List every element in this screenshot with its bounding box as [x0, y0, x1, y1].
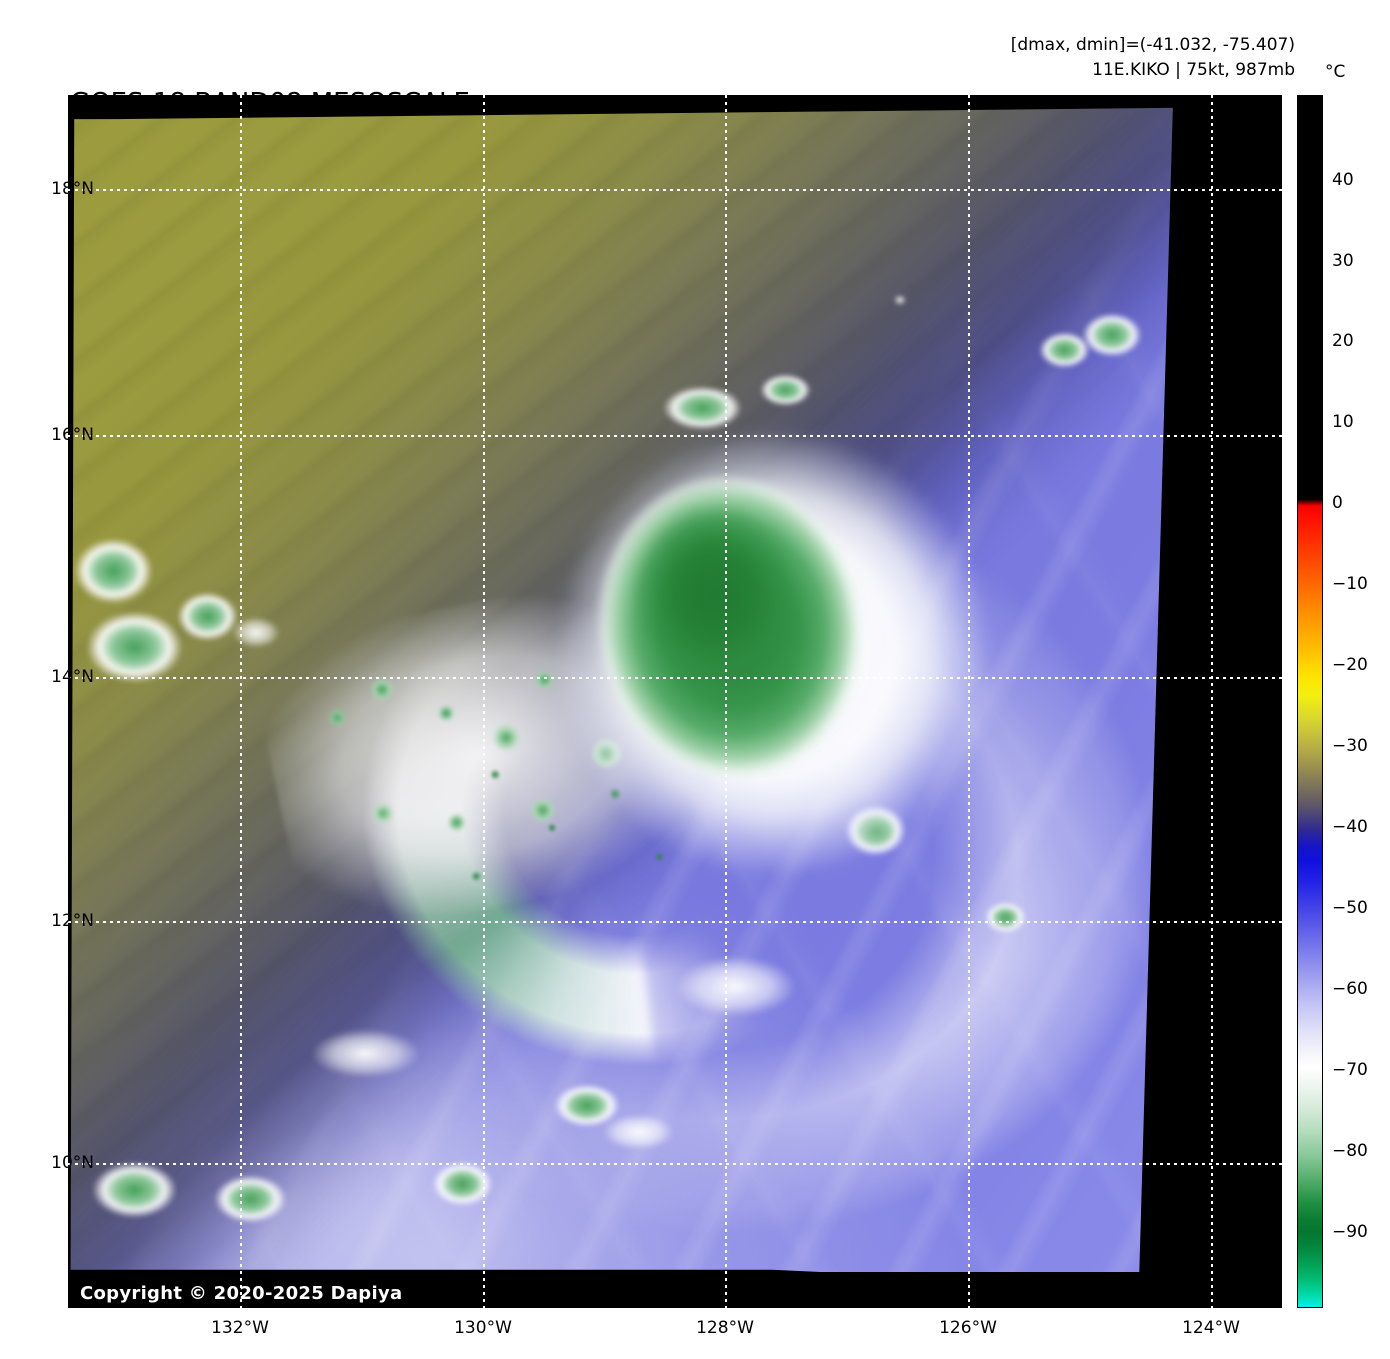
convective-blob — [74, 537, 153, 605]
storm-intensity-readout: 11E.KIKO | 75kt, 987mb — [1092, 60, 1295, 80]
colorbar-tick-m20: −20 — [1332, 655, 1368, 675]
ytick-label-16N: 16°N — [51, 425, 94, 445]
convective-blob — [1039, 331, 1091, 368]
colorbar-tick-40: 40 — [1332, 170, 1354, 190]
colorbar-tick-30: 30 — [1332, 251, 1354, 271]
colorbar-tick-0: 0 — [1332, 493, 1343, 513]
convective-blob — [231, 616, 281, 649]
convective-blob — [675, 956, 797, 1017]
colorbar-tick-10: 10 — [1332, 412, 1354, 432]
convective-blob — [310, 1029, 421, 1078]
convective-blob — [213, 1174, 287, 1224]
colorbar-tick-m70: −70 — [1332, 1060, 1368, 1080]
xtick-label-126W: 126°W — [939, 1318, 997, 1338]
convective-blob — [1081, 313, 1143, 357]
convective-blob — [432, 1162, 493, 1207]
convective-blob — [984, 901, 1026, 934]
colorbar-tick-m60: −60 — [1332, 979, 1368, 999]
convective-blob — [759, 373, 811, 406]
colorbar-tick-m10: −10 — [1332, 574, 1368, 594]
convective-blob — [86, 610, 184, 684]
colorbar-tick-20: 20 — [1332, 331, 1354, 351]
scan-edge-bottom — [68, 1269, 1282, 1308]
ytick-label-10N: 10°N — [51, 1153, 94, 1173]
convective-blob — [92, 1162, 178, 1219]
xtick-label-128W: 128°W — [696, 1318, 754, 1338]
satellite-raster — [68, 95, 1282, 1308]
xtick-label-132W: 132°W — [211, 1318, 269, 1338]
colorbar-tick-m30: −30 — [1332, 736, 1368, 756]
colorbar-tick-m50: −50 — [1332, 898, 1368, 918]
ytick-label-12N: 12°N — [51, 911, 94, 931]
colorbar-tick-m90: −90 — [1332, 1222, 1368, 1242]
colorbar-tick-m80: −80 — [1332, 1141, 1368, 1161]
xtick-label-124W: 124°W — [1182, 1318, 1240, 1338]
satellite-image-plot[interactable] — [68, 95, 1282, 1308]
convective-blob — [602, 1113, 675, 1151]
ytick-label-18N: 18°N — [51, 179, 94, 199]
xtick-label-130W: 130°W — [454, 1318, 512, 1338]
ytick-label-14N: 14°N — [51, 667, 94, 687]
dmax-dmin-readout: [dmax, dmin]=(-41.032, -75.407) — [1010, 35, 1295, 55]
scan-edge-left — [68, 95, 75, 1308]
convective-blob — [893, 295, 906, 305]
colorbar-tick-m40: −40 — [1332, 817, 1368, 837]
convective-blob — [662, 386, 742, 430]
copyright-notice: Copyright © 2020-2025 Dapiya — [80, 1283, 403, 1304]
temperature-colorbar[interactable] — [1297, 95, 1323, 1308]
header-metadata: [dmax, dmin]=(-41.032, -75.407) 11E.KIKO… — [1011, 33, 1295, 83]
colorbar-unit-label: °C — [1325, 62, 1346, 82]
convective-blob — [177, 592, 238, 641]
